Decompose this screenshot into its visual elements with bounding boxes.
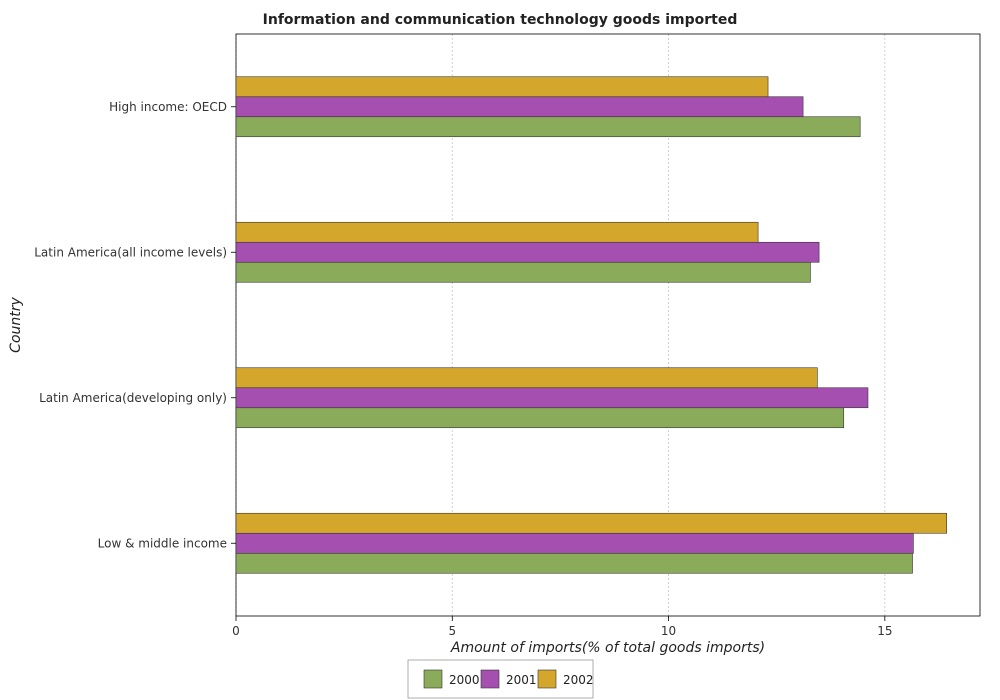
legend-swatch-2001 xyxy=(480,669,500,689)
bar-2001 xyxy=(235,532,914,554)
y-tick-label: High income: OECD xyxy=(109,100,227,114)
legend: 2000 2001 2002 xyxy=(407,659,594,699)
bar-2000 xyxy=(235,552,913,574)
y-tick-label: Low & middle income xyxy=(98,536,227,550)
x-tick-label: 10 xyxy=(661,624,676,638)
bar-2002 xyxy=(235,221,759,243)
bar-2002 xyxy=(235,367,818,389)
y-tick-label: Latin America(all income levels) xyxy=(34,245,227,259)
legend-swatch-2002 xyxy=(537,669,557,689)
x-axis-label: Amount of imports(% of total goods impor… xyxy=(450,640,765,656)
bar-2001 xyxy=(235,96,804,118)
x-tick-label: 5 xyxy=(448,624,456,638)
y-axis-label: Country xyxy=(8,296,24,352)
x-axis-ticks: 0 5 10 15 xyxy=(232,616,892,638)
bar-2000 xyxy=(235,407,845,429)
plot-area-frame xyxy=(235,33,981,617)
bars xyxy=(235,76,947,574)
legend-label-2001: 2001 xyxy=(506,673,537,687)
chart-title: Information and communication technology… xyxy=(263,12,738,28)
y-tick-label: Latin America(developing only) xyxy=(39,391,227,405)
legend-label-2000: 2000 xyxy=(449,673,480,687)
bar-2000 xyxy=(235,261,811,283)
legend-label-2002: 2002 xyxy=(563,673,594,687)
x-tick-label: 15 xyxy=(877,624,892,638)
bar-2002 xyxy=(235,512,947,534)
bar-2000 xyxy=(235,116,861,138)
y-axis-ticks: High income: OECD Latin America(all incom… xyxy=(34,100,236,550)
bar-2002 xyxy=(235,76,769,98)
x-tick-label: 0 xyxy=(232,624,240,638)
bar-2001 xyxy=(235,387,869,409)
legend-swatch-2000 xyxy=(423,669,443,689)
bar-2001 xyxy=(235,241,820,263)
